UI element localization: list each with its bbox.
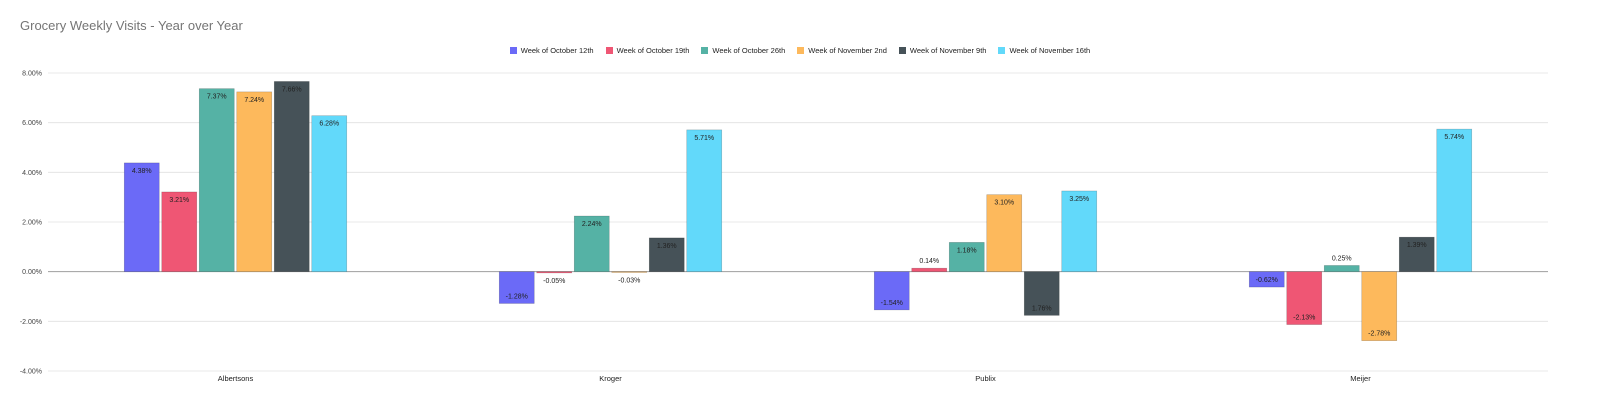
data-label: 7.37% (207, 94, 227, 101)
x-tick-label: Publix (975, 374, 996, 383)
y-tick-label: -4.00% (20, 369, 42, 376)
bar (648, 237, 685, 272)
legend-label: Week of October 26th (712, 46, 786, 55)
data-label: -0.05% (543, 278, 565, 285)
chart-title: Grocery Weekly Visits - Year over Year (20, 18, 243, 33)
data-label: 1.39% (1407, 242, 1427, 249)
legend-swatch (701, 47, 709, 54)
data-label: 0.14% (919, 258, 939, 265)
bar (1023, 271, 1060, 316)
data-label: -2.13% (1293, 315, 1315, 322)
data-label: -1.54% (881, 300, 903, 307)
x-tick-label: Meijer (1350, 374, 1371, 383)
data-label: -0.03% (618, 277, 640, 284)
bar (1398, 236, 1435, 272)
y-tick-label: 6.00% (22, 120, 42, 127)
bar (198, 88, 235, 272)
bar (498, 271, 535, 304)
data-label: 5.74% (1444, 134, 1464, 141)
x-tick-label: Albertsons (218, 374, 254, 383)
bar (1436, 128, 1473, 272)
legend-label: Week of November 2nd (808, 46, 887, 55)
legend-label: Week of November 9th (909, 46, 987, 55)
bar (1061, 190, 1098, 272)
data-label: 3.21% (169, 197, 189, 204)
data-label: 6.28% (319, 121, 339, 128)
bar (986, 194, 1023, 272)
legend-label: Week of October 19th (616, 46, 690, 55)
data-label: 7.24% (244, 97, 264, 104)
y-tick-label: 0.00% (22, 269, 42, 276)
legend-swatch (605, 47, 613, 54)
y-tick-label: 2.00% (22, 220, 42, 227)
bar (911, 267, 948, 272)
bar (123, 162, 160, 272)
legend-swatch (898, 47, 906, 54)
bar (873, 271, 910, 311)
data-label: 3.10% (994, 200, 1014, 207)
data-label: -1.28% (506, 293, 528, 300)
y-tick-label: 8.00% (22, 71, 42, 78)
bar (948, 242, 985, 272)
data-label: 4.38% (132, 168, 152, 175)
legend-item-4[interactable]: Week of November 2nd (797, 46, 887, 55)
legend-item-3[interactable]: Week of October 26th (701, 46, 785, 55)
data-label: 1.76% (1032, 305, 1052, 312)
x-tick-label: Kroger (599, 374, 622, 383)
legend-label: Week of October 12th (520, 46, 594, 55)
legend-label: Week of November 16th (1009, 46, 1091, 55)
data-label: 2.24% (582, 221, 602, 228)
data-label: 1.36% (657, 243, 677, 250)
data-label: 1.18% (957, 247, 977, 254)
legend: Week of October 12th Week of October 19th… (0, 46, 1600, 55)
data-label: 5.71% (694, 135, 714, 142)
legend-swatch (509, 47, 517, 54)
legend-item-5[interactable]: Week of November 9th (898, 46, 987, 55)
data-label: 0.25% (1332, 255, 1352, 262)
bar (611, 271, 648, 273)
legend-swatch (998, 47, 1006, 54)
legend-item-2[interactable]: Week of October 19th (605, 46, 690, 55)
y-tick-label: -2.00% (20, 319, 42, 326)
data-label: 7.66% (282, 86, 302, 93)
bar (1248, 271, 1285, 288)
data-label: -0.62% (1256, 277, 1278, 284)
data-label: -2.78% (1368, 331, 1390, 338)
bar (1286, 271, 1323, 325)
bar (1361, 271, 1398, 342)
bar (573, 215, 610, 272)
y-tick-label: 4.00% (22, 170, 42, 177)
legend-item-1[interactable]: Week of October 12th (509, 46, 594, 55)
legend-swatch (797, 47, 805, 54)
bar (536, 271, 573, 274)
bar (161, 191, 198, 272)
bar (311, 115, 348, 272)
bar (686, 129, 723, 272)
data-label: 3.25% (1069, 196, 1089, 203)
bar (273, 81, 310, 272)
bar (236, 91, 273, 272)
bar (1323, 265, 1360, 272)
legend-item-6[interactable]: Week of November 16th (998, 46, 1090, 55)
